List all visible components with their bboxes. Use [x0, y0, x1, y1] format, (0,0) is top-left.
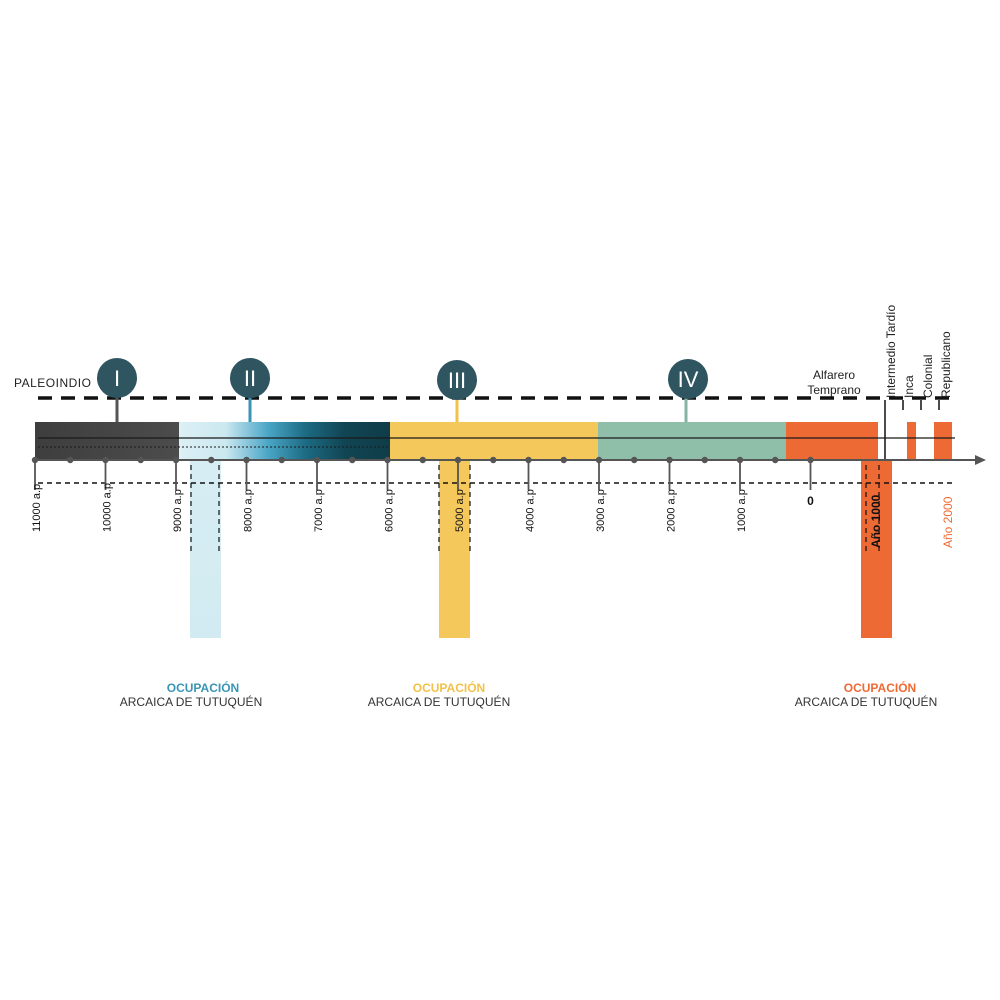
band-phase-iv [598, 422, 787, 460]
caption-3-title: OCUPACIÓN [844, 680, 916, 695]
phase-ii-marker: II [230, 358, 270, 398]
republicano-label: Republicano [939, 331, 953, 398]
axis-dot [736, 456, 744, 464]
axis-tick-label: 5000 a.p [454, 489, 466, 532]
axis-dot [349, 456, 356, 464]
axis-tick-label: 3000 a.p [595, 489, 607, 532]
axis-tick-label: 6000 a.p [384, 489, 396, 532]
axis-dot [384, 456, 391, 464]
colonial-label: Colonial [921, 355, 935, 398]
highlight-bar-blue [190, 460, 221, 638]
axis-tick-labels: 11000 a.p 10000 a.p 9000 a.p 8000 a.p 7000 a… [31, 483, 814, 532]
axis-dot [243, 456, 250, 464]
axis-tick-label: 10000 a.p [102, 483, 114, 532]
phase-iv-numeral: IV [678, 367, 699, 392]
axis-dot [278, 456, 285, 464]
ano-1000-label: Año 1000 [869, 494, 883, 548]
caption-1-subtitle: ARCAICA DE TUTUQUÉN [120, 694, 262, 709]
axis-dot [490, 456, 497, 464]
axis-dots [31, 456, 814, 464]
axis-dot [595, 456, 603, 464]
axis-dot [137, 456, 144, 464]
axis-dot [701, 456, 708, 464]
axis-tick-label: 9000 a.p [172, 489, 184, 532]
band-phase-iii [390, 422, 599, 460]
axis-tick-label: 11000 a.p [31, 484, 43, 532]
intermedio-tardio-label: Intermedio Tardío [884, 305, 898, 398]
caption-2-subtitle: ARCAICA DE TUTUQUÉN [368, 694, 510, 709]
temprano-label: Temprano [807, 383, 861, 397]
axis-dot [666, 456, 673, 464]
band-republicano [934, 422, 952, 460]
phase-iv-marker: IV [668, 359, 708, 399]
axis-tick-label: 4000 a.p [525, 489, 537, 532]
axis-tick-label: 8000 a.p [243, 489, 255, 532]
alfarero-label: Alfarero [813, 368, 855, 382]
axis-dot [419, 456, 426, 464]
phase-iii-marker: III [437, 360, 477, 400]
axis-dot [525, 456, 532, 464]
phase-iii-numeral: III [448, 368, 466, 393]
phase-i-marker: I [97, 358, 137, 398]
axis-tick-label: 7000 a.p [313, 489, 325, 532]
caption-1-title: OCUPACIÓN [167, 680, 239, 695]
axis-dot [807, 456, 814, 464]
axis-dot [772, 456, 779, 464]
axis-dot [31, 456, 39, 464]
ano-2000-label: Año 2000 [941, 496, 955, 548]
inca-label: Inca [902, 375, 916, 398]
phase-ii-numeral: II [244, 366, 256, 391]
axis-dot [560, 456, 567, 464]
axis-dot [313, 456, 321, 464]
band-alfarero [786, 422, 878, 460]
axis-dot [102, 456, 109, 464]
highlight-bar-yellow [439, 460, 470, 638]
axis-dot [172, 456, 180, 464]
axis-dot [67, 456, 74, 464]
band-phase-ii [179, 422, 391, 460]
axis-tick-label: 2000 a.p [666, 489, 678, 532]
axis-dot [631, 456, 638, 464]
band-paleoindio [35, 422, 180, 460]
axis-tick-label: 1000 a.p [736, 489, 748, 532]
axis-arrowhead [975, 455, 986, 465]
axis-dot [208, 456, 215, 464]
axis-dot [454, 456, 462, 464]
caption-2-title: OCUPACIÓN [413, 680, 485, 695]
band-inca [907, 422, 916, 460]
caption-3-subtitle: ARCAICA DE TUTUQUÉN [795, 694, 937, 709]
phase-i-numeral: I [114, 366, 120, 391]
axis-tick-label: 0 [807, 494, 814, 508]
paleoindio-label: PALEOINDIO [14, 376, 91, 390]
